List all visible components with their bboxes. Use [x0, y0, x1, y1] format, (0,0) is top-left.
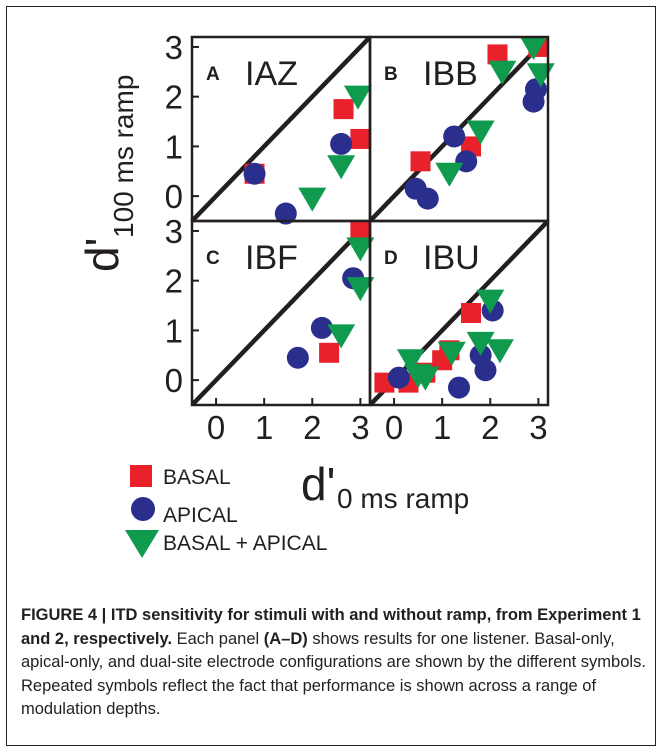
- panel-a-ytick-label-3: 3: [165, 29, 183, 66]
- panel-c-title: IBF: [245, 239, 298, 277]
- panel-a-title: IAZ: [245, 55, 298, 93]
- panel-a-identity-line: [192, 37, 370, 221]
- panel-a-apical-point-2: [330, 132, 353, 155]
- panel-d-basal-point-5: [461, 303, 482, 323]
- y-axis-label-main: d': [76, 238, 128, 272]
- panel-d-basal-apical-point-3: [437, 341, 466, 366]
- panel-d-basal-apical-point-0: [396, 349, 425, 374]
- panel-a-ytick-label-2: 2: [165, 79, 183, 116]
- legend-marker-basal-apical: [125, 530, 159, 558]
- legend-label-basal: BASAL: [163, 466, 231, 489]
- panel-c-basal-point-1: [350, 220, 371, 241]
- panel-b-basal-point-2: [487, 44, 508, 65]
- panel-b-basal-apical-point-3: [519, 35, 548, 60]
- panel-c-basal-apical-point-0: [327, 324, 356, 349]
- panel-d-xtick-label-0: 0: [385, 409, 403, 446]
- panel-c-xtick-label-3: 3: [351, 409, 369, 446]
- panel-c-ytick-label-3: 3: [165, 213, 183, 250]
- panel-a-apical-point-0: [243, 162, 266, 185]
- panel-c-basal-point-0: [319, 342, 340, 363]
- panel-a-ytick-label-1: 1: [165, 128, 183, 165]
- panel-a-letter: A: [206, 64, 220, 85]
- panel-c-ytick-label-2: 2: [165, 263, 183, 300]
- panel-b-basal-point-0: [410, 151, 431, 172]
- panel-d-apical-point-3: [474, 359, 497, 382]
- legend: BASAL APICAL BASAL + APICAL: [125, 465, 327, 558]
- panel-d-xtick-label-1: 1: [433, 409, 451, 446]
- x-axis-label-sub: 0 ms ramp: [337, 483, 469, 514]
- panel-c-apical-point-0: [286, 346, 309, 369]
- legend-label-apical: APICAL: [163, 504, 238, 527]
- panel-d-frame: [368, 219, 550, 407]
- panel-a-basal-apical-point-2: [343, 85, 372, 110]
- x-axis-label-main: d': [301, 458, 335, 510]
- panel-a-basal-point-1: [333, 99, 354, 120]
- panel-c-identity-line: [192, 221, 370, 405]
- panel-c-ytick-label-0: 0: [165, 362, 183, 399]
- panel-d-apical-point-1: [448, 376, 470, 399]
- panel-b-letter: B: [384, 64, 398, 85]
- panel-d-xtick-label-3: 3: [529, 409, 547, 446]
- panel-b-title: IBB: [423, 55, 478, 93]
- panel-c-xtick-label-0: 0: [207, 409, 225, 446]
- panel-d-letter: D: [384, 248, 398, 269]
- panel-d-basal-apical-point-2: [411, 366, 440, 391]
- caption-panels-ref: (A–D): [263, 629, 308, 648]
- caption-text-2: shows results for one listener. Basal-on…: [21, 629, 646, 719]
- panel-c-ytick-label-1: 1: [165, 312, 183, 349]
- panel-d-xtick-label-2: 2: [481, 409, 499, 446]
- panel-d-basal-apical-point-4: [466, 331, 495, 356]
- panel-c-basal-apical-point-1: [346, 237, 375, 262]
- panel-b-basal-apical-point-2: [488, 60, 517, 85]
- legend-marker-basal: [130, 465, 152, 487]
- panel-b-apical-point-2: [443, 125, 466, 148]
- panel-a-basal-apical-point-0: [298, 187, 327, 212]
- y-axis-label-sub: 100 ms ramp: [108, 75, 139, 238]
- panel-a-apical-point-1: [274, 202, 297, 225]
- caption-text-1: Each panel: [172, 629, 264, 648]
- panel-d-basal-apical-point-6: [485, 339, 514, 364]
- panel-a-basal-point-2: [350, 128, 371, 149]
- legend-label-basal-apical: BASAL + APICAL: [163, 532, 327, 555]
- panel-b-basal-apical-point-1: [466, 120, 495, 145]
- panel-c-xtick-label-2: 2: [303, 409, 321, 446]
- panel-d-apical-point-0: [387, 366, 410, 389]
- legend-marker-apical: [131, 497, 155, 521]
- panel-d-basal-apical-point-5: [476, 289, 505, 314]
- panel-c-xtick-label-1: 1: [255, 409, 273, 446]
- panel-a-basal-apical-point-1: [327, 155, 356, 180]
- panel-c-basal-apical-point-2: [346, 277, 375, 302]
- panel-c-letter: C: [206, 248, 220, 269]
- panel-a-ytick-label-0: 0: [165, 178, 183, 215]
- panel-b-apical-point-1: [416, 187, 439, 210]
- figure-caption: FIGURE 4 | ITD sensitivity for stimuli w…: [21, 604, 651, 722]
- panel-c-apical-point-1: [310, 316, 333, 339]
- panel-b-basal-apical-point-0: [435, 162, 464, 187]
- panel-d-title: IBU: [423, 239, 480, 277]
- caption-figure-label: FIGURE 4 | ITD sensitivity for stimuli w…: [21, 606, 641, 648]
